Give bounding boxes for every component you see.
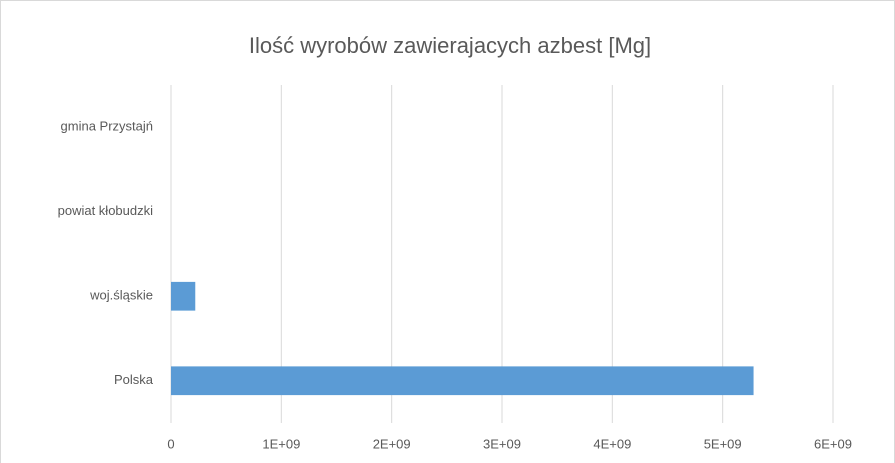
y-tick-label: powiat kłobudzki xyxy=(58,203,153,218)
x-tick-label: 6E+09 xyxy=(814,436,852,451)
y-tick-label: Polska xyxy=(114,372,154,387)
y-tick-label: gmina Przystajń xyxy=(61,119,153,134)
x-tick-label: 1E+09 xyxy=(262,436,300,451)
x-tick-label: 0 xyxy=(167,436,174,451)
chart-title: Ilość wyrobów zawierajacych azbest [Mg] xyxy=(249,33,651,58)
x-tick-label: 2E+09 xyxy=(373,436,411,451)
x-tick-label: 4E+09 xyxy=(593,436,631,451)
bar xyxy=(171,366,754,396)
x-tick-label: 5E+09 xyxy=(704,436,742,451)
x-tick-label: 3E+09 xyxy=(483,436,521,451)
bar xyxy=(171,281,196,311)
y-tick-label: woj.śląskie xyxy=(89,288,153,303)
